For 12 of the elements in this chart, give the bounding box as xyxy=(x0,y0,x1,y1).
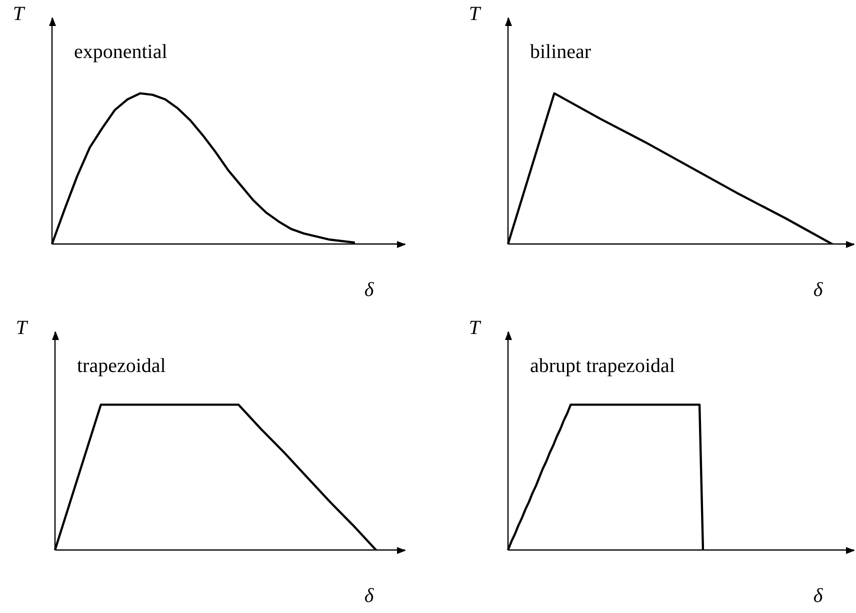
y-axis-title: T xyxy=(468,317,482,339)
x-axis-title: δ xyxy=(813,279,824,301)
x-axis-title: δ xyxy=(813,585,824,607)
chart-title: bilinear xyxy=(530,41,592,63)
y-axis-title: T xyxy=(468,3,482,25)
x-axis-title: δ xyxy=(364,279,374,301)
chart-title: trapezoidal xyxy=(77,355,166,377)
chart-title: exponential xyxy=(74,41,168,63)
y-axis-title: T xyxy=(16,317,29,339)
x-axis-title: δ xyxy=(364,585,374,607)
chart-title: abrupt trapezoidal xyxy=(530,355,676,377)
y-axis-title: T xyxy=(12,3,26,25)
